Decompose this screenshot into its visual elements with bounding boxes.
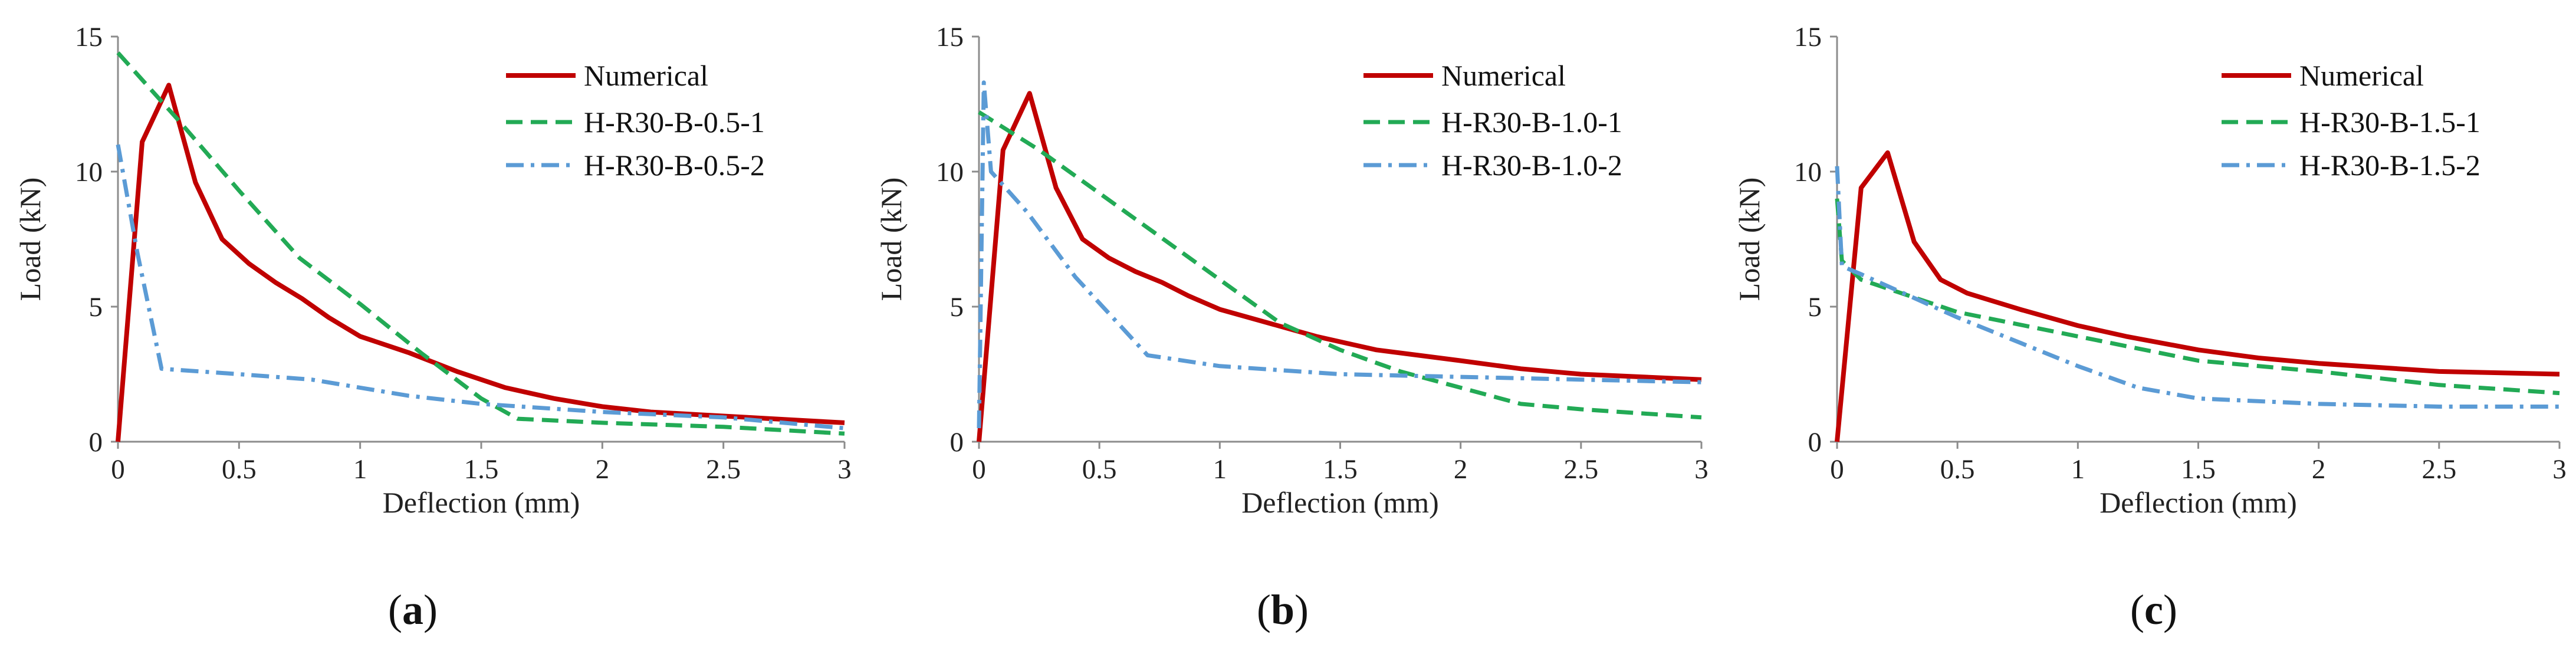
series-line-1 [977, 91, 1702, 442]
x-tick-label: 3 [1694, 454, 1708, 485]
y-axis-title: Load (kN) [875, 178, 908, 301]
x-axis-title: Deflection (mm) [383, 486, 580, 519]
x-tick-label: 0 [1830, 454, 1844, 485]
y-tick-label: 0 [1808, 427, 1822, 458]
series-line-2 [1835, 198, 2560, 396]
x-tick-label: 1.5 [464, 454, 499, 485]
y-tick-label: 15 [75, 22, 103, 52]
x-tick-label: 2 [2312, 454, 2326, 485]
x-tick-label: 3 [2552, 454, 2567, 485]
x-tick-label: 1 [2071, 454, 2085, 485]
x-axis-title: Deflection (mm) [1241, 486, 1439, 519]
panel-label: (b) [1257, 586, 1309, 633]
legend-label: H-R30-B-1.5-1 [2299, 106, 2480, 139]
y-axis-title: Load (kN) [14, 178, 47, 301]
series-line-3 [977, 80, 1702, 429]
y-tick-label: 10 [75, 157, 103, 188]
series-line-1 [1835, 150, 2560, 442]
series-line-3 [1835, 166, 2559, 409]
x-tick-label: 1.5 [1323, 454, 1358, 485]
chart-panel-a: 0 0.5 1 1.5 2 2.5 3 0 5 10 15 Deflection (mm) Load (… [14, 22, 852, 633]
x-tick-label: 0.5 [222, 454, 257, 485]
chart-panel-b: 0 0.5 1 1.5 2 2.5 3 0 5 10 15 Deflection (mm) Load (… [875, 22, 1708, 633]
x-tick-label: 0 [111, 454, 125, 485]
legend-label: H-R30-B-1.0-2 [1441, 149, 1622, 182]
series-line-2 [116, 51, 845, 436]
panel-label: (c) [2130, 586, 2177, 633]
x-tick-label: 2.5 [1563, 454, 1598, 485]
y-tick-label: 5 [1808, 292, 1822, 323]
y-tick-label: 15 [936, 22, 964, 52]
series-line-1 [116, 83, 845, 442]
chart-panel-c: 0 0.5 1 1.5 2 2.5 3 0 5 10 15 Deflection (mm) Load (… [1733, 22, 2567, 633]
y-tick-label: 5 [950, 292, 964, 323]
x-tick-label: 1 [353, 454, 367, 485]
legend-label: Numerical [1441, 59, 1566, 92]
panel-label: (a) [388, 586, 438, 633]
x-tick-label: 0.5 [1082, 454, 1117, 485]
x-axis-title: Deflection (mm) [2099, 486, 2297, 519]
x-tick-label: 2.5 [2421, 454, 2456, 485]
legend-label: H-R30-B-0.5-2 [584, 149, 765, 182]
series-line-2 [978, 110, 1702, 420]
x-tick-label: 0.5 [1940, 454, 1975, 485]
legend-label: H-R30-B-0.5-1 [584, 106, 765, 139]
y-tick-label: 10 [1794, 157, 1822, 188]
y-tick-label: 10 [936, 157, 964, 188]
y-axis-title: Load (kN) [1733, 178, 1766, 301]
y-tick-label: 0 [950, 427, 964, 458]
x-tick-label: 1 [1213, 454, 1227, 485]
y-tick-label: 5 [89, 292, 103, 323]
x-tick-label: 1.5 [2181, 454, 2216, 485]
series-line-3 [116, 144, 845, 430]
x-tick-label: 2 [1454, 454, 1468, 485]
legend-label: Numerical [2299, 59, 2424, 92]
x-tick-label: 0 [972, 454, 986, 485]
legend-label: Numerical [584, 59, 708, 92]
legend-label: H-R30-B-1.0-1 [1441, 106, 1622, 139]
x-tick-label: 3 [837, 454, 852, 485]
y-tick-label: 15 [1794, 22, 1822, 52]
x-tick-label: 2 [596, 454, 610, 485]
y-tick-label: 0 [89, 427, 103, 458]
x-tick-label: 2.5 [706, 454, 741, 485]
legend-label: H-R30-B-1.5-2 [2299, 149, 2480, 182]
